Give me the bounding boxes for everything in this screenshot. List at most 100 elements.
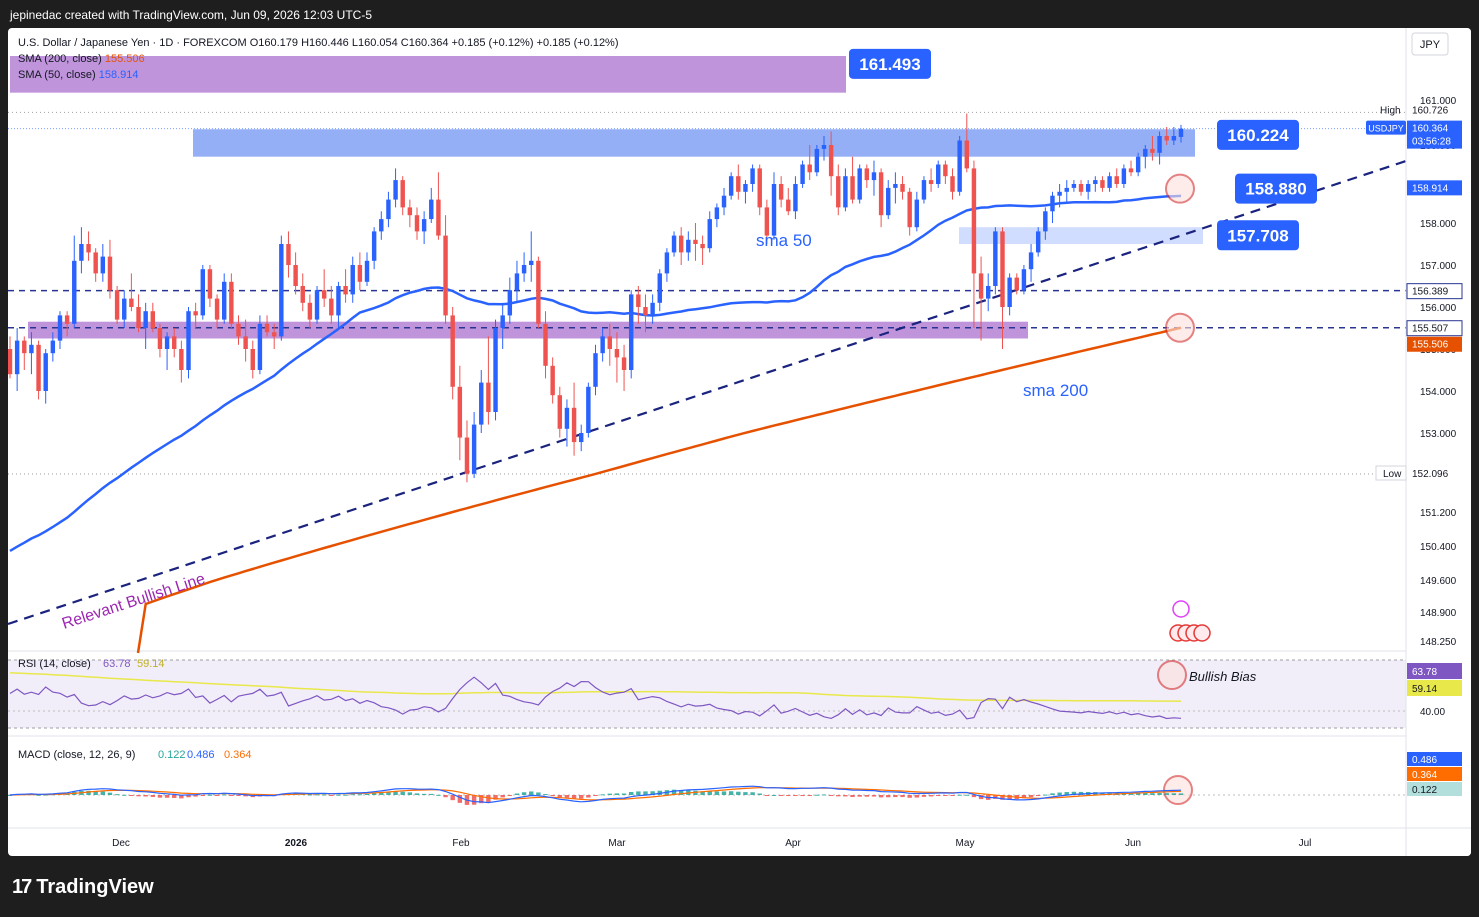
macd-histogram-bar	[107, 792, 113, 795]
macd-histogram-bar	[678, 790, 684, 795]
candle-body	[386, 199, 391, 220]
candle-body	[14, 340, 20, 375]
macd-histogram-bar	[557, 795, 563, 798]
legend-symbol: U.S. Dollar / Japanese Yen · 1D · FOREXC…	[18, 37, 247, 49]
candle	[800, 160, 805, 188]
candle	[1150, 136, 1155, 161]
candle	[1121, 164, 1127, 188]
legend-sma50-row[interactable]: SMA (50, close) 158.914	[18, 67, 619, 83]
candle-body	[393, 180, 398, 200]
candle	[1164, 127, 1169, 145]
macd-histogram-bar	[172, 795, 177, 798]
candle-body	[857, 168, 862, 200]
macd-histogram-bar	[393, 791, 398, 795]
candle-body	[22, 340, 27, 354]
chart-frame[interactable]: 161.493 160.224 158.880 157.708 sma 50 sma 20…	[8, 28, 1471, 856]
macd-histogram-bar	[671, 789, 677, 795]
macd-histogram-bar	[314, 794, 320, 796]
candle	[1050, 191, 1055, 223]
tradingview-mark-icon: 17	[12, 876, 32, 898]
macd-histogram-bar	[736, 791, 741, 795]
candle-body	[721, 195, 727, 208]
candle	[828, 131, 834, 196]
candle	[736, 164, 741, 200]
time-tick-label: Jun	[1125, 838, 1141, 849]
candle	[129, 273, 134, 312]
candle	[314, 286, 320, 324]
candle-body	[614, 349, 620, 358]
candle-body	[486, 382, 491, 412]
macd-histogram-bar	[921, 795, 927, 797]
price-tag-value: 155.507	[1412, 324, 1449, 335]
candle-body	[29, 344, 34, 354]
candle-body	[757, 168, 762, 208]
macd-histogram-bar	[86, 790, 91, 795]
macd-histogram-bar	[443, 795, 448, 798]
macd-histogram-bar	[743, 792, 748, 795]
macd-histogram-bar	[793, 795, 798, 796]
macd-histogram-bar	[993, 795, 998, 799]
macd-histogram-bar	[1171, 793, 1177, 795]
chart-legend: U.S. Dollar / Japanese Yen · 1D · FOREXC…	[18, 35, 619, 83]
candle	[757, 164, 762, 216]
candle	[343, 269, 348, 303]
candle	[1014, 273, 1019, 295]
price-callout-box	[1217, 119, 1299, 150]
event-icon	[1172, 600, 1190, 618]
macd-histogram-bar	[771, 794, 777, 796]
candle	[814, 145, 820, 177]
candle-body	[586, 386, 591, 433]
candle-body	[707, 219, 712, 249]
legend-sma200-row[interactable]: SMA (200, close) 155.506	[18, 51, 619, 67]
candle	[550, 357, 555, 404]
macd-histogram-bar	[329, 795, 334, 796]
candle	[786, 187, 791, 216]
macd-histogram-bar	[364, 793, 370, 795]
candle-body	[271, 332, 277, 337]
candle-body	[1071, 184, 1077, 188]
price-tick-label: 149.600	[1420, 576, 1457, 587]
candle	[1100, 176, 1105, 192]
price-tag-box	[1406, 283, 1463, 300]
price-callout-box	[1217, 220, 1299, 251]
candle-body	[821, 145, 827, 149]
macd-histogram-bar	[536, 792, 541, 795]
symbol-tag-box	[1366, 120, 1406, 135]
legend-sma200-value: 155.506	[104, 53, 145, 65]
currency-text: JPY	[1420, 39, 1441, 51]
candle	[379, 211, 384, 240]
price-tick-label: 157.000	[1420, 261, 1457, 272]
candle	[586, 382, 591, 438]
time-tick-label: Dec	[112, 838, 130, 849]
macd-tag-value: 0.364	[1412, 770, 1437, 781]
candle-body	[1064, 187, 1069, 192]
tradingview-logo[interactable]: 17 TradingView	[12, 876, 154, 899]
candle	[350, 256, 355, 303]
candle-body	[1057, 191, 1062, 196]
candle	[100, 244, 106, 282]
candle-body	[193, 311, 198, 316]
candle-body	[978, 273, 984, 299]
macd-histogram-bar	[129, 795, 134, 796]
macd-histogram-bar	[914, 795, 920, 798]
candle-body	[1085, 184, 1091, 192]
rsi-ma-legend-value: 59.14	[137, 658, 165, 670]
macd-histogram-bar	[579, 795, 584, 799]
candle	[1043, 207, 1048, 240]
macd-histogram-bar	[900, 795, 905, 798]
candle-body	[214, 298, 220, 320]
macd-histogram-bar	[414, 793, 420, 795]
attribution-text: jepinedac created with TradingView.com, …	[10, 8, 372, 22]
candle-body	[657, 273, 662, 303]
chart-canvas[interactable]: 161.493 160.224 158.880 157.708 sma 50 sma 20…	[8, 28, 1471, 856]
last-price-box	[1407, 120, 1462, 149]
high-value: 160.726	[1412, 105, 1449, 116]
macd-legend: MACD (close, 12, 26, 9) 0.122 0.486 0.364	[18, 749, 252, 761]
macd-histogram-bar	[93, 791, 98, 795]
candle-body	[764, 207, 770, 236]
price-callout: 157.708	[1217, 220, 1299, 251]
candle-body	[871, 172, 877, 181]
macd-tag-box	[1407, 767, 1462, 781]
legend-ohlc: O160.179 H160.446 L160.054 C160.364 +0.1…	[249, 37, 619, 49]
candle	[900, 176, 905, 200]
